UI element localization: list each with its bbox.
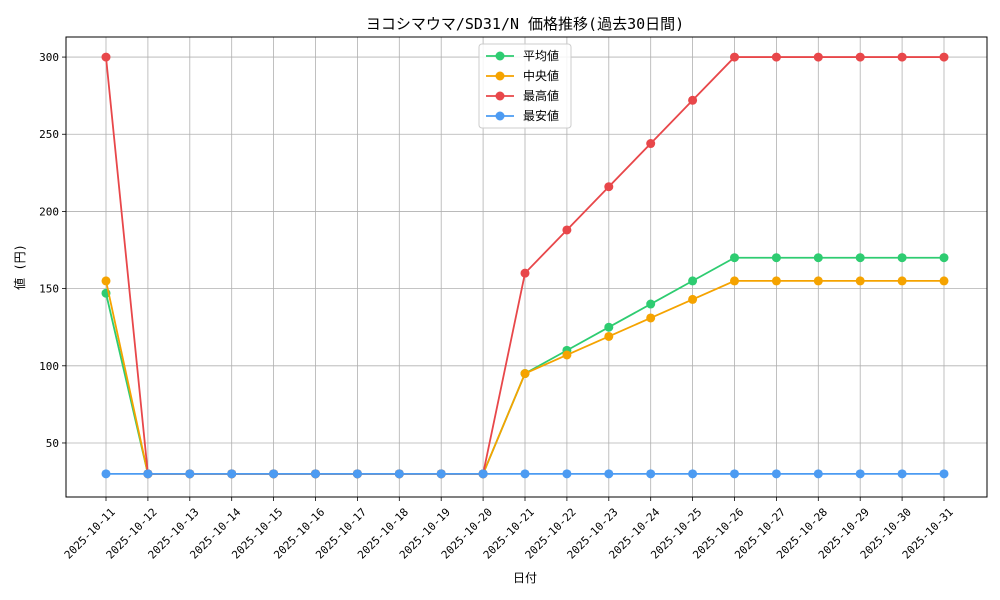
data-point — [604, 331, 614, 341]
data-point — [855, 276, 865, 286]
data-point — [813, 52, 823, 62]
data-point — [939, 253, 949, 263]
data-point — [730, 253, 739, 263]
data-point — [897, 469, 907, 479]
data-point — [394, 469, 404, 479]
x-tick-layer: 2025-10-112025-10-122025-10-132025-10-14… — [62, 497, 956, 562]
data-point — [520, 369, 530, 379]
data-point — [646, 313, 656, 323]
legend-box — [478, 43, 572, 129]
data-point — [813, 469, 823, 479]
data-point — [352, 469, 362, 479]
legend-label: 中央値 — [523, 68, 559, 83]
data-point — [478, 469, 488, 479]
y-tick-label: 150 — [39, 283, 59, 296]
series-layer — [101, 52, 949, 479]
y-tick-label: 200 — [39, 205, 59, 218]
y-tick-layer: 50 100 150 200 250 300 — [39, 51, 66, 450]
y-tick-label: 250 — [39, 128, 59, 141]
data-point — [771, 276, 781, 286]
data-point — [813, 253, 823, 263]
data-point — [646, 299, 656, 309]
y-tick-label: 300 — [39, 51, 59, 64]
data-point — [688, 95, 698, 105]
data-point — [688, 276, 698, 286]
y-tick-label: 50 — [46, 437, 59, 450]
y-axis-label: 値 (円) — [12, 244, 27, 290]
data-point — [604, 322, 614, 332]
data-point — [520, 469, 530, 479]
data-point — [311, 469, 320, 479]
legend-label: 最安値 — [523, 108, 559, 123]
data-point — [562, 225, 572, 235]
data-point — [269, 469, 279, 479]
data-point — [101, 52, 111, 62]
data-point — [646, 469, 656, 479]
data-point — [227, 469, 237, 479]
legend-marker — [495, 71, 505, 81]
data-point — [897, 276, 907, 286]
legend-marker — [495, 111, 505, 121]
y-tick-label: 100 — [39, 360, 59, 373]
data-point — [855, 253, 865, 263]
data-point — [855, 469, 865, 479]
data-point — [185, 469, 195, 479]
data-point — [771, 253, 781, 263]
data-point — [436, 469, 446, 479]
data-point — [897, 52, 907, 62]
data-point — [604, 469, 614, 479]
chart-title: ヨコシマウマ/SD31/N 価格推移(過去30日間) — [366, 15, 684, 33]
data-point — [730, 469, 739, 479]
data-point — [688, 294, 698, 304]
data-point — [101, 469, 111, 479]
data-point — [101, 276, 111, 286]
legend-marker — [495, 91, 505, 101]
data-point — [771, 469, 781, 479]
data-point — [143, 469, 153, 479]
data-point — [646, 139, 656, 149]
data-point — [520, 268, 530, 278]
legend-label: 平均値 — [523, 48, 559, 63]
data-point — [730, 276, 739, 286]
data-point — [939, 276, 949, 286]
data-point — [771, 52, 781, 62]
data-point — [939, 52, 949, 62]
legend-label: 最高値 — [523, 88, 559, 103]
data-point — [939, 469, 949, 479]
legend-marker — [495, 51, 505, 61]
data-point — [855, 52, 865, 62]
plot-frame — [65, 36, 988, 498]
data-point — [897, 253, 907, 263]
data-point — [730, 52, 739, 62]
data-point — [813, 276, 823, 286]
data-point — [562, 469, 572, 479]
data-point — [562, 350, 572, 360]
data-point — [688, 469, 698, 479]
x-axis-label: 日付 — [513, 571, 537, 585]
data-point — [604, 182, 614, 192]
